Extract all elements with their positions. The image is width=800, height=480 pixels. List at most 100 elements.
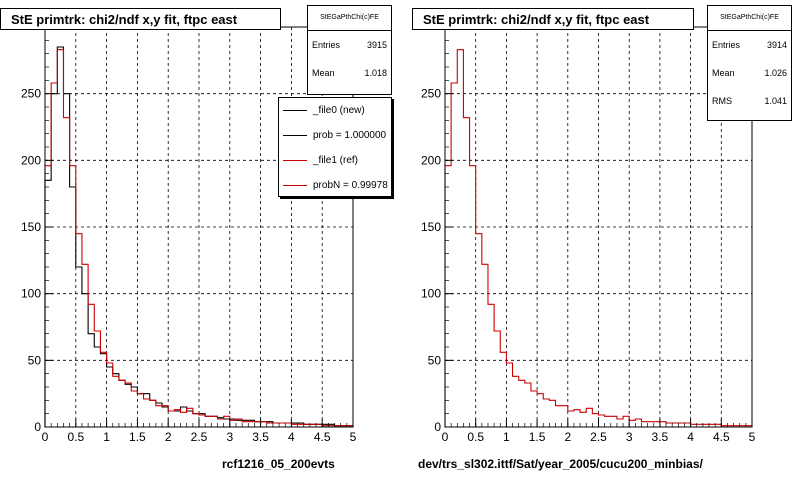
bin-left-1-1 (51, 83, 57, 427)
stats-mean-label-right: Mean (712, 68, 735, 78)
x-tick-label-left: 0 (42, 430, 49, 444)
y-tick-label-left: 100 (21, 287, 41, 301)
stats-mean-left: Mean 1.018 (308, 59, 391, 87)
stats-box-right: StEGaPthChi(c)FE Entries 3914 Mean 1.026… (707, 5, 792, 121)
bin-left-1-20 (168, 411, 174, 427)
bin-left-0-25 (199, 414, 205, 427)
bin-left-0-39 (285, 423, 291, 427)
bin-left-0-41 (298, 423, 304, 427)
bin-left-1-26 (205, 416, 211, 427)
legend-item-probn: probN = 0.99978 (279, 173, 391, 198)
x-tick-label-left: 1 (103, 430, 110, 444)
bin-left-0-8 (94, 347, 100, 427)
bin-left-0-22 (181, 407, 187, 427)
bin-left-0-0 (45, 180, 51, 427)
stats-entries-label-left: Entries (312, 40, 341, 50)
chart-title-right: StE primtrk: chi2/ndf x,y fit, ftpc east (412, 8, 694, 30)
x-tick-label-left: 0.5 (67, 430, 84, 444)
bin-left-1-18 (156, 406, 162, 427)
stats-mean-label-left: Mean (312, 68, 335, 78)
bin-left-1-10 (107, 363, 113, 427)
bin-left-1-30 (230, 420, 236, 427)
bin-left-1-19 (162, 406, 168, 427)
bin-left-1-17 (150, 400, 156, 427)
bin-left-0-1 (51, 94, 57, 427)
bin-left-1-34 (254, 422, 260, 427)
y-tick-label-left: 250 (21, 87, 41, 101)
bin-left-1-0 (45, 166, 51, 427)
bin-left-1-12 (119, 380, 125, 427)
bin-left-0-9 (100, 354, 106, 427)
legend-item-file1: _file1 (ref) (279, 148, 391, 173)
legend-text-file0: _file0 (new) (313, 105, 365, 116)
stats-entries-left: Entries 3915 (308, 31, 391, 59)
bin-left-1-32 (242, 422, 248, 427)
x-tick-label-left: 3 (226, 430, 233, 444)
bin-left-1-4 (70, 166, 76, 427)
bin-left-1-15 (137, 394, 143, 427)
legend-swatch-probn (283, 185, 307, 186)
stats-entries-right: Entries 3914 (708, 31, 791, 59)
x-tick-label-left: 1.5 (129, 430, 146, 444)
bin-left-0-38 (279, 423, 285, 427)
footer-label-right: dev/trs_sl302.ittf/Sat/year_2005/cucu200… (418, 457, 703, 471)
stats-entries-value-right: 3914 (766, 40, 787, 50)
bin-left-1-24 (193, 414, 199, 427)
bin-left-1-29 (224, 416, 230, 427)
bin-left-1-28 (217, 419, 223, 427)
bin-left-1-3 (63, 118, 69, 427)
bin-left-1-16 (144, 399, 150, 427)
stats-header-right: StEGaPthChi(c)FE (708, 6, 791, 31)
stats-entries-value-left: 3915 (366, 40, 387, 50)
bin-left-1-8 (94, 331, 100, 427)
histogram-series-left-1 (44, 49, 354, 427)
bin-left-0-17 (150, 400, 156, 427)
bin-left-0-5 (76, 267, 82, 427)
bin-left-1-5 (76, 234, 82, 427)
legend-item-prob: prob = 1.000000 (279, 123, 391, 148)
x-tick-label-left: 3.5 (252, 430, 269, 444)
bin-left-1-22 (181, 412, 187, 427)
bin-left-1-36 (267, 423, 273, 427)
x-tick-label-left: 5 (350, 430, 357, 444)
x-tick-label-left: 2 (165, 430, 172, 444)
bin-left-0-12 (119, 380, 125, 427)
y-tick-label-left: 150 (21, 220, 41, 234)
bin-left-1-33 (248, 422, 254, 427)
stats-mean-right: Mean 1.026 (708, 59, 791, 87)
stats-header-left: StEGaPthChi(c)FE (308, 6, 391, 31)
x-tick-label-left: 4.5 (314, 430, 331, 444)
legend-swatch-file0 (283, 110, 307, 111)
bin-left-1-21 (174, 410, 180, 427)
bin-left-1-35 (261, 422, 267, 427)
stats-mean-value-right: 1.026 (764, 68, 787, 78)
bin-left-0-31 (236, 420, 242, 427)
bin-left-1-27 (211, 416, 217, 427)
bin-left-1-13 (125, 383, 131, 427)
bin-left-1-39 (285, 423, 291, 427)
bin-left-1-7 (88, 304, 94, 427)
stats-entries-label-right: Entries (712, 40, 741, 50)
stats-rms-label-right: RMS (712, 96, 732, 106)
bin-left-0-34 (254, 422, 260, 427)
bin-left-0-19 (162, 407, 168, 427)
bin-left-1-9 (100, 352, 106, 427)
y-tick-label-left: 0 (34, 420, 41, 434)
bin-left-0-24 (193, 414, 199, 427)
bin-left-0-27 (211, 416, 217, 427)
bin-left-0-2 (57, 47, 63, 427)
bin-left-0-37 (273, 423, 279, 427)
chart-title-left: StE primtrk: chi2/ndf x,y fit, ftpc east (0, 8, 281, 30)
footer-label-left: rcf1216_05_200evts (222, 457, 335, 471)
bin-left-0-18 (156, 403, 162, 427)
x-tick-label-left: 4 (288, 430, 295, 444)
bin-left-1-2 (57, 50, 63, 427)
y-tick-label-left: 200 (21, 153, 41, 167)
bin-left-0-10 (107, 367, 113, 427)
bin-left-0-26 (205, 416, 211, 427)
stats-rms-right: RMS 1.041 (708, 87, 791, 115)
x-tick-label-left: 2.5 (191, 430, 208, 444)
y-tick-label-left: 50 (28, 353, 42, 367)
bin-left-1-14 (131, 391, 137, 427)
